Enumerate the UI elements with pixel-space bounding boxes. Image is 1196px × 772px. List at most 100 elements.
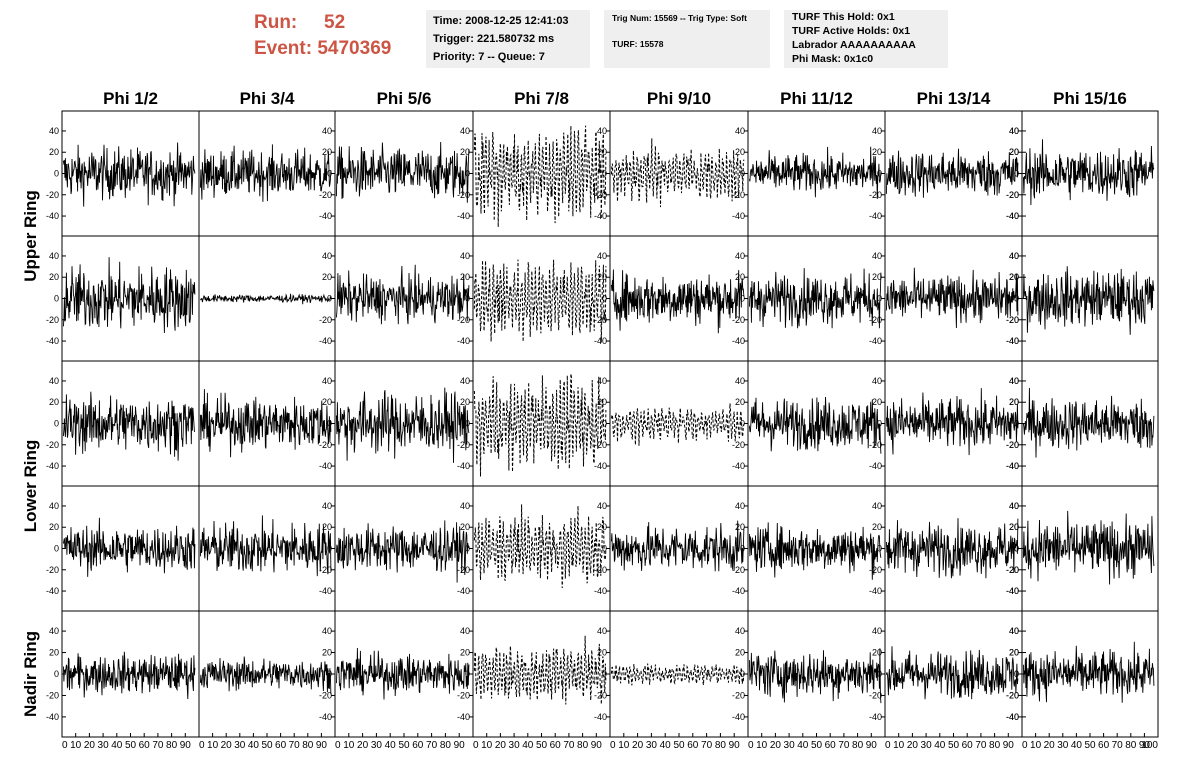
column-title: Phi 7/8 — [514, 89, 569, 108]
x-tick-label: 40 — [1071, 740, 1083, 751]
x-tick-label: 90 — [316, 740, 328, 751]
y-tick-label: -40 — [732, 586, 745, 596]
y-tick-label: 40 — [872, 251, 882, 261]
y-tick-label: 0 — [1014, 544, 1019, 554]
trigger-info-box: Trig Num: 15569 -- Trig Type: Soft TURF:… — [604, 10, 770, 68]
waveform-series — [335, 387, 470, 463]
y-tick-label: 40 — [1009, 626, 1019, 636]
y-tick-label: 20 — [735, 147, 745, 157]
y-tick-label: -20 — [319, 440, 332, 450]
x-tick-label: 60 — [962, 740, 974, 751]
y-tick-label: 20 — [1009, 648, 1019, 658]
column-title: Phi 13/14 — [917, 89, 991, 108]
y-tick-label: 40 — [460, 501, 470, 511]
x-tick-label: 20 — [221, 740, 233, 751]
waveform-series — [473, 373, 607, 477]
y-tick-label: 40 — [735, 501, 745, 511]
x-tick-label: 70 — [289, 740, 301, 751]
y-tick-label: -40 — [1006, 336, 1019, 346]
x-tick-label: 100 — [1141, 740, 1158, 751]
y-tick-label: 40 — [735, 126, 745, 136]
event-value: 5470369 — [317, 38, 392, 59]
y-tick-label: 20 — [1009, 272, 1019, 282]
waveform-series — [199, 656, 332, 695]
waveform-series — [1022, 641, 1155, 703]
y-tick-label: 20 — [460, 648, 470, 658]
y-tick-label: 0 — [465, 169, 470, 179]
y-tick-label: -40 — [1006, 712, 1019, 722]
x-tick-label: 80 — [852, 740, 864, 751]
y-tick-label: -40 — [457, 712, 470, 722]
x-tick-label: 60 — [687, 740, 699, 751]
y-tick-label: -20 — [46, 565, 59, 575]
y-tick-label: 20 — [872, 147, 882, 157]
y-tick-label: 40 — [322, 251, 332, 261]
y-tick-label: 20 — [872, 522, 882, 532]
y-tick-label: 0 — [54, 669, 59, 679]
y-tick-label: -40 — [1006, 712, 1019, 722]
waveform-series — [62, 517, 196, 577]
x-tick-label: 70 — [701, 740, 713, 751]
waveform-series — [335, 520, 470, 583]
x-tick-label: 50 — [398, 740, 410, 751]
x-tick-label: 90 — [729, 740, 741, 751]
waveform-series — [473, 259, 607, 343]
y-tick-label: -40 — [1006, 586, 1019, 596]
y-tick-label: 0 — [877, 294, 882, 304]
waveform-series — [885, 646, 1019, 700]
x-tick-label: 40 — [248, 740, 260, 751]
y-tick-label: 0 — [740, 669, 745, 679]
y-tick-label: -20 — [319, 565, 332, 575]
waveform-series — [610, 520, 745, 572]
y-tick-label: 20 — [735, 397, 745, 407]
y-tick-label: -40 — [46, 336, 59, 346]
x-tick-label: 30 — [98, 740, 110, 751]
run-line: Run: 52 — [254, 10, 391, 36]
x-tick-label: 0 — [199, 740, 205, 751]
y-tick-label: 20 — [460, 397, 470, 407]
y-tick-label: 0 — [1014, 169, 1019, 179]
y-tick-label: -40 — [594, 586, 607, 596]
y-tick-label: -40 — [869, 211, 882, 221]
y-tick-label: 20 — [1009, 648, 1019, 658]
y-tick-label: 20 — [460, 147, 470, 157]
x-tick-label: 0 — [748, 740, 754, 751]
y-tick-label: -20 — [457, 315, 470, 325]
y-tick-label: 0 — [877, 419, 882, 429]
waveform-series — [199, 515, 332, 577]
y-tick-label: 20 — [1009, 147, 1019, 157]
x-tick-label: 70 — [426, 740, 438, 751]
y-tick-label: 20 — [49, 397, 59, 407]
x-tick-label: 40 — [660, 740, 672, 751]
waveform-series — [335, 647, 470, 700]
x-tick-label: 30 — [509, 740, 521, 751]
y-tick-label: -20 — [869, 315, 882, 325]
waveform-series — [62, 651, 196, 700]
x-tick-label: 70 — [975, 740, 987, 751]
y-tick-label: 0 — [602, 294, 607, 304]
y-tick-label: -40 — [319, 336, 332, 346]
y-tick-label: 40 — [735, 376, 745, 386]
y-tick-label: 0 — [1014, 544, 1019, 554]
y-tick-label: 20 — [49, 648, 59, 658]
y-tick-label: -40 — [457, 461, 470, 471]
x-tick-label: 10 — [618, 740, 630, 751]
y-tick-label: -20 — [46, 690, 59, 700]
y-tick-label: 40 — [49, 626, 59, 636]
y-tick-label: 0 — [327, 294, 332, 304]
x-tick-label: 90 — [454, 740, 466, 751]
x-tick-label: 60 — [1098, 740, 1110, 751]
waveform-series — [610, 269, 745, 334]
x-tick-label: 0 — [610, 740, 616, 751]
y-tick-label: 20 — [1009, 147, 1019, 157]
y-tick-label: 0 — [54, 544, 59, 554]
y-tick-label: -40 — [869, 712, 882, 722]
x-tick-label: 30 — [784, 740, 796, 751]
waveform-series — [748, 648, 882, 704]
y-tick-label: -40 — [594, 336, 607, 346]
y-tick-label: -20 — [457, 190, 470, 200]
waveform-series — [610, 138, 745, 208]
y-tick-label: 0 — [1014, 419, 1019, 429]
x-tick-label: 70 — [1112, 740, 1124, 751]
